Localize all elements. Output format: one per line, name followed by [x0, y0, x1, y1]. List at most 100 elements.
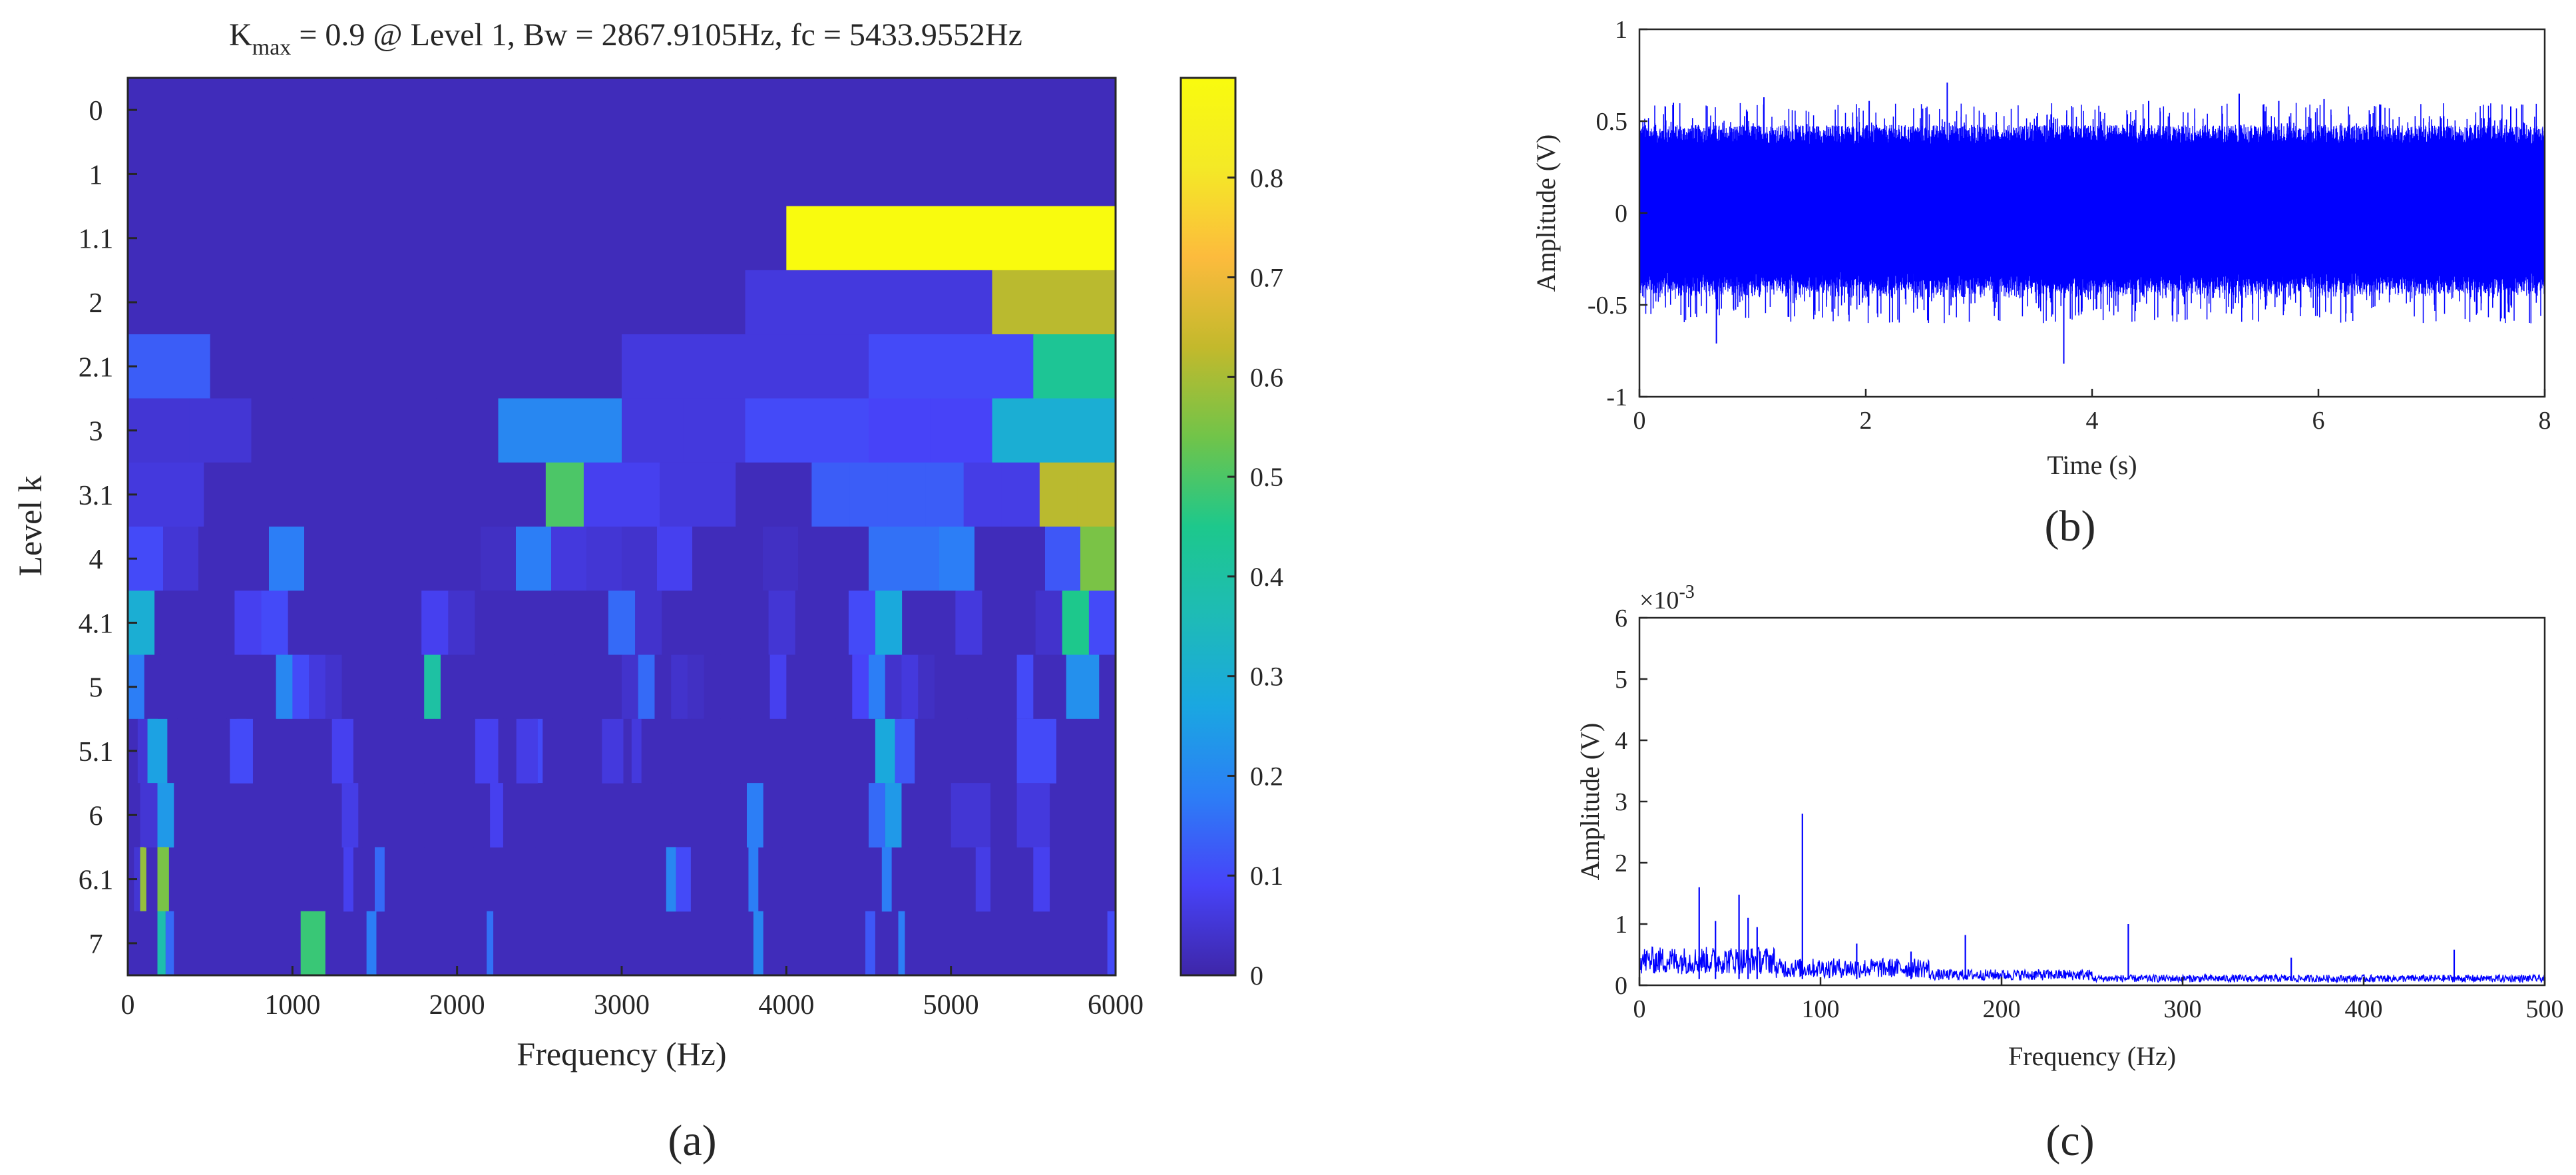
- kurtogram-cell: [1099, 654, 1116, 720]
- kurtogram-cell: [238, 847, 246, 912]
- kurtogram-cell: [1010, 527, 1046, 591]
- kurtogram-cell: [1033, 847, 1050, 912]
- time-signal-core: [1639, 158, 2545, 268]
- kurtogram-cell: [177, 847, 184, 912]
- kurtogram-cell: [710, 718, 721, 784]
- kurtogram-cell: [498, 270, 622, 335]
- kurtogram-cell: [355, 462, 395, 527]
- kurtogram-cell: [140, 847, 147, 912]
- colorbar-tick-label: 0.7: [1250, 263, 1283, 293]
- kurtogram-cell: [461, 847, 468, 912]
- kurtogram-cell: [763, 527, 799, 591]
- kurtogram-cell: [282, 847, 289, 912]
- kurtogram-cell: [947, 718, 959, 784]
- kurtogram-cell: [572, 654, 590, 720]
- kurtogram-cell: [424, 911, 449, 976]
- spectrum-x-tick-label: 0: [1633, 995, 1646, 1023]
- kurtogram-cell: [622, 398, 684, 463]
- kurtogram-cell: [1029, 847, 1036, 912]
- kurtogram-cell: [498, 847, 505, 912]
- kurtogram-cell: [523, 911, 548, 976]
- kurtogram-cell: [769, 911, 795, 976]
- kurtogram-cell: [869, 527, 905, 591]
- kurtogram-cell: [280, 462, 318, 527]
- kurtogram-cell: [800, 847, 807, 912]
- kurtogram-cell: [181, 590, 208, 656]
- kurtogram-cell: [547, 783, 560, 848]
- kurtogram-cell: [506, 654, 524, 720]
- kurtogram-cell: [584, 783, 598, 848]
- kurtogram-cell: [807, 783, 820, 848]
- time-signal-y-tick-label: -1: [1606, 383, 1627, 411]
- kurtogram-cell: [473, 654, 491, 720]
- kurtogram-cell: [535, 847, 542, 912]
- kurtogram-cell: [628, 847, 635, 912]
- kurtogram-cell: [869, 270, 993, 335]
- kurtogram-cell: [934, 654, 952, 720]
- kurtogram-cell: [393, 847, 400, 912]
- kurtogram-cell: [417, 847, 425, 912]
- kurtogram-cell: [362, 783, 375, 848]
- kurtogram-cells: [128, 78, 1116, 976]
- kurtogram-cell: [1022, 847, 1030, 912]
- kurtogram-cell: [769, 654, 787, 720]
- spectrum-x-tick-label: 500: [2526, 995, 2564, 1023]
- kurtogram-cell: [676, 847, 691, 912]
- kurtogram-cell: [257, 847, 264, 912]
- kurtogram-cell: [325, 783, 338, 848]
- kurtogram-cell: [582, 718, 593, 784]
- kurtogram-cell: [529, 847, 536, 912]
- kurtogram-cell: [490, 654, 507, 720]
- kurtogram-cell: [560, 783, 573, 848]
- kurtogram-cell: [375, 527, 411, 591]
- kurtogram-cell: [974, 527, 1010, 591]
- kurtogram-cell: [622, 783, 635, 848]
- kurtogram-cell: [196, 847, 202, 912]
- kurtogram-cell: [807, 847, 814, 912]
- kurtogram-cell: [318, 462, 357, 527]
- kurtogram-cell: [904, 527, 940, 591]
- kurtogram-cell: [251, 398, 314, 463]
- kurtogram-cell: [128, 398, 190, 463]
- kurtogram-cell: [918, 847, 925, 912]
- kurtogram-cell: [177, 718, 188, 784]
- kurtogram-cell: [189, 783, 202, 848]
- kurtogram-cell: [208, 847, 215, 912]
- kurtogram-cell: [473, 783, 487, 848]
- kurtogram-cell: [930, 783, 943, 848]
- kurtogram-cell: [951, 783, 991, 848]
- kurtogram-cell: [918, 718, 929, 784]
- kurtogram-cell: [622, 270, 746, 335]
- kurtogram-cell: [821, 590, 849, 656]
- kurtogram-cell: [590, 847, 598, 912]
- kurtogram-cell: [1033, 334, 1116, 399]
- spectrum-x-tick-label: 200: [1983, 995, 2021, 1023]
- kurtogram-cell: [1054, 783, 1067, 848]
- kurtogram-cell: [839, 718, 849, 784]
- kurtogram-cell: [602, 718, 624, 784]
- kurtogram-cell: [292, 334, 375, 399]
- kurtogram-cell: [662, 590, 689, 656]
- kurtogram-cell: [736, 462, 774, 527]
- kurtogram-cell: [869, 334, 952, 399]
- kurtogram-cell: [596, 911, 622, 976]
- kurtogram-cell: [583, 462, 622, 527]
- kurtogram-y-tick-label: 4: [89, 545, 103, 575]
- kurtogram-cell: [251, 783, 264, 848]
- colorbar-tick-label: 0.5: [1250, 462, 1283, 492]
- kurtogram-cell: [220, 847, 227, 912]
- kurtogram-cell: [479, 847, 487, 912]
- kurtogram-cell: [1103, 783, 1116, 848]
- time-signal-y-tick-label: 0: [1615, 200, 1627, 228]
- colorbar-tick-label: 0.3: [1250, 662, 1283, 692]
- kurtogram-cell: [511, 847, 517, 912]
- kurtogram-cell: [720, 718, 731, 784]
- kurtogram-cell: [899, 847, 907, 912]
- kurtogram-cell: [885, 654, 903, 720]
- kurtogram-cell: [523, 654, 540, 720]
- kurtogram-cell: [187, 718, 198, 784]
- kurtogram-cell: [850, 847, 857, 912]
- kurtogram-x-tick-label: 6000: [1088, 990, 1144, 1021]
- kurtogram-cell: [596, 783, 610, 848]
- spectrum-x-tick-label: 100: [1802, 995, 1840, 1023]
